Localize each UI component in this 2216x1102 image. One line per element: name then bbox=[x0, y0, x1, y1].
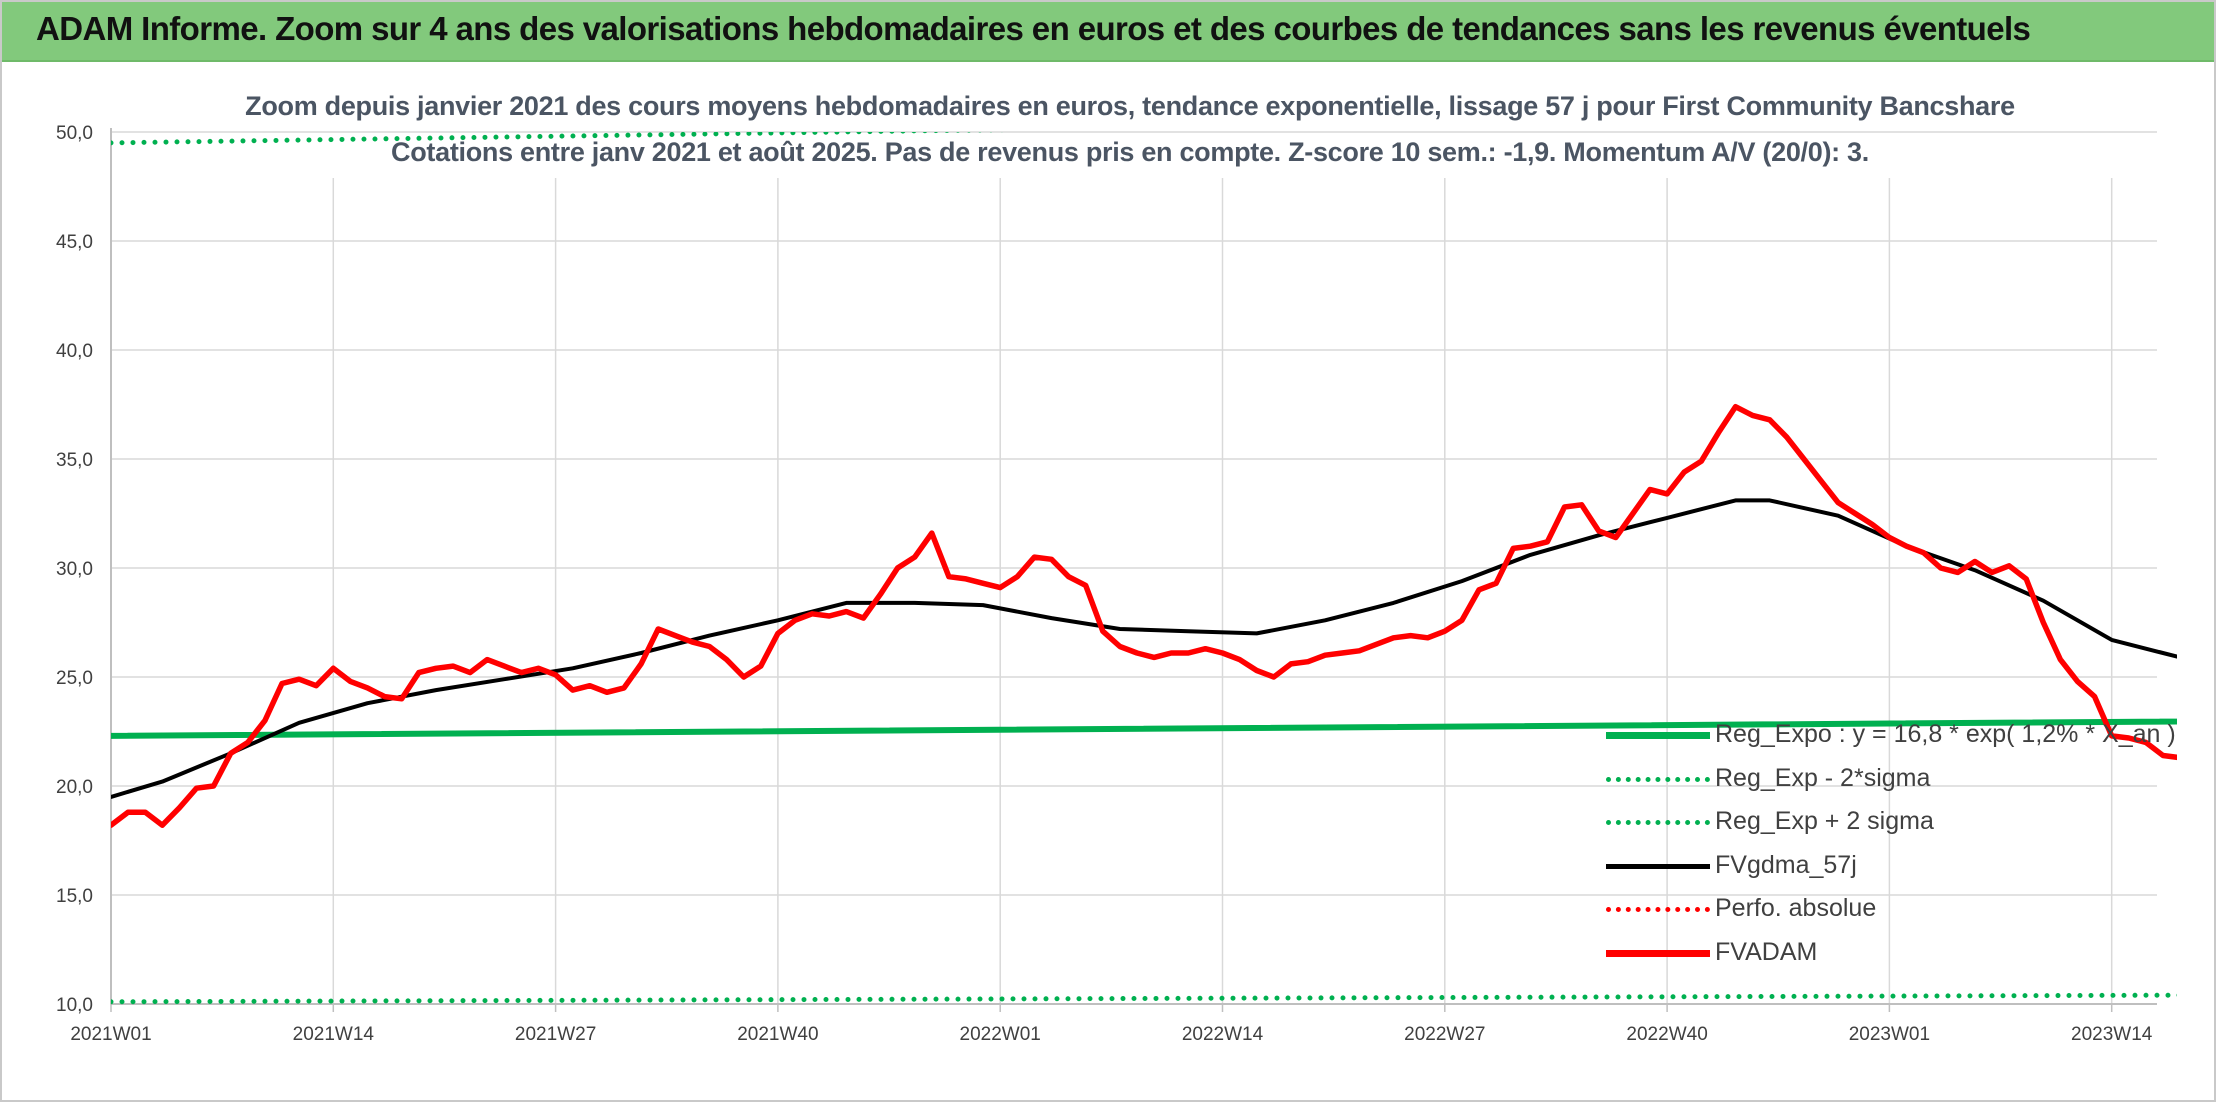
x-tick-label: 2021W01 bbox=[70, 1024, 151, 1045]
legend-swatch bbox=[1606, 732, 1710, 739]
y-tick-label: 15,0 bbox=[56, 886, 93, 907]
x-tick-label: 2022W01 bbox=[960, 1024, 1041, 1045]
series-lines bbox=[111, 132, 2177, 1005]
series-line-reg-exp-2-sigma bbox=[111, 132, 1009, 146]
y-tick-label: 10,0 bbox=[56, 995, 93, 1016]
x-tick-label: 2021W27 bbox=[515, 1024, 596, 1045]
y-tick-label: 45,0 bbox=[56, 232, 93, 253]
y-axis-ticks: 10,0 15,0 20,0 25,0 30,0 35,0 40,0 45,0 50,0 bbox=[56, 123, 93, 1016]
x-tick-label: 2022W14 bbox=[1182, 1024, 1264, 1045]
series-line-fvadam bbox=[111, 403, 2177, 828]
chart-title: Zoom depuis janvier 2021 des cours moyen… bbox=[245, 91, 2015, 121]
y-tick-label: 25,0 bbox=[56, 668, 93, 689]
legend-label: Reg_Expo : y = 16,8 * exp( 1,2% * X_an ) bbox=[1715, 720, 2176, 748]
report-title: ADAM Informe. Zoom sur 4 ans des valoris… bbox=[36, 10, 2031, 47]
legend-item-fvgdma-57j: FVgdma_57j bbox=[1600, 851, 2140, 883]
y-tick-label: 50,0 bbox=[56, 123, 93, 144]
legend-label: FVgdma_57j bbox=[1715, 850, 1857, 879]
legend-swatch bbox=[1606, 776, 1710, 782]
x-tick-label: 2022W40 bbox=[1626, 1024, 1707, 1045]
legend-label: FVADAM bbox=[1715, 937, 1818, 966]
legend-swatch bbox=[1606, 949, 1710, 957]
x-tick-label: 2021W40 bbox=[737, 1024, 818, 1045]
y-tick-label: 35,0 bbox=[56, 450, 93, 471]
x-tick-label: 2021W14 bbox=[293, 1024, 375, 1045]
legend-item-reg-exp-2-sigma: Reg_Exp - 2*sigma bbox=[1600, 764, 2140, 796]
x-tick-label: 2023W14 bbox=[2071, 1024, 2153, 1045]
y-tick-label: 40,0 bbox=[56, 341, 93, 362]
chart-subtitle: Cotations entre janv 2021 et août 2025. … bbox=[391, 137, 1869, 167]
y-tick-label: 20,0 bbox=[56, 777, 93, 798]
series-line-fvgdma-57j bbox=[111, 498, 2177, 799]
legend-item-perfo-absolue: Perfo. absolue bbox=[1600, 894, 2140, 926]
report-banner: ADAM Informe. Zoom sur 4 ans des valoris… bbox=[2, 2, 2214, 62]
legend-label: Reg_Exp - 2*sigma bbox=[1715, 763, 1931, 792]
legend-swatch bbox=[1606, 863, 1710, 869]
x-tick-label: 2023W01 bbox=[1849, 1024, 1930, 1045]
legend-label: Perfo. absolue bbox=[1715, 894, 1877, 922]
y-tick-label: 30,0 bbox=[56, 559, 93, 580]
legend-swatch bbox=[1606, 820, 1710, 825]
x-axis-ticks: 2021W01 2021W14 2021W27 2021W40 2022W01 2022W… bbox=[70, 1024, 2153, 1045]
x-tick-label: 2022W27 bbox=[1404, 1024, 1485, 1045]
series-line-reg-expo-y-16-8-exp-1-2-x-an bbox=[111, 718, 2177, 739]
legend-label: Reg_Exp + 2 sigma bbox=[1715, 807, 1934, 835]
grid-lines bbox=[110, 128, 2157, 1012]
legend-item-reg-expo-y-16-8-exp-1-2-x-an: Reg_Expo : y = 16,8 * exp( 1,2% * X_an ) bbox=[1600, 720, 2176, 752]
legend-item-fvadam: FVADAM bbox=[1600, 938, 2140, 970]
legend-swatch bbox=[1606, 907, 1710, 912]
series-line-reg-exp-2-sigma bbox=[111, 992, 2177, 1005]
legend-item-reg-exp-2-sigma: Reg_Exp + 2 sigma bbox=[1600, 807, 2140, 839]
